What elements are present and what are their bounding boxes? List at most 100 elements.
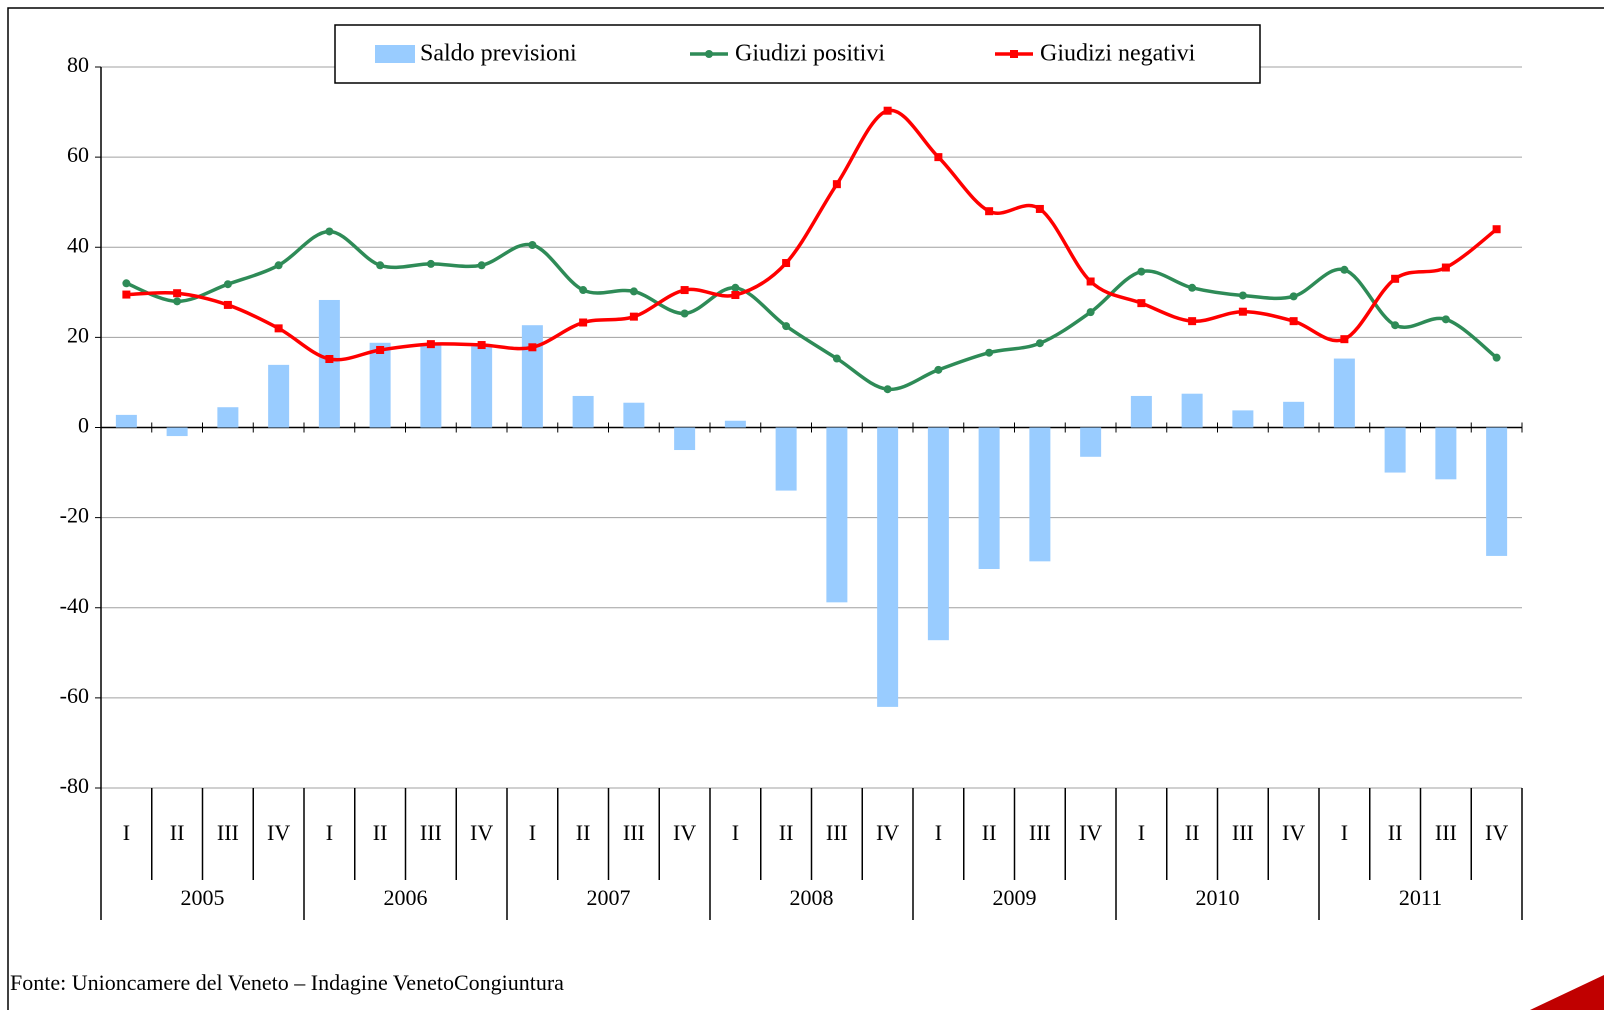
frame — [7, 7, 1604, 1010]
marker — [274, 324, 283, 333]
marker — [325, 227, 334, 236]
marker — [1289, 292, 1298, 301]
bar — [775, 427, 797, 491]
marker — [426, 259, 435, 268]
marker — [985, 348, 994, 357]
marker — [528, 240, 537, 249]
x-tick-label: III — [1232, 820, 1254, 845]
marker — [731, 283, 740, 292]
bar — [1384, 427, 1406, 473]
x-tick-label: III — [623, 820, 645, 845]
y-tick-label: -60 — [60, 683, 89, 708]
marker — [985, 207, 994, 216]
y-tick-label: 0 — [78, 413, 89, 438]
marker — [782, 259, 791, 268]
x-tick-label: IV — [876, 820, 899, 845]
bar — [318, 299, 340, 428]
x-tick-label: III — [420, 820, 442, 845]
marker — [1188, 283, 1197, 292]
marker — [477, 341, 486, 350]
marker — [173, 289, 182, 298]
marker — [1035, 339, 1044, 348]
legend-label: Saldo previsioni — [420, 41, 577, 67]
marker — [1086, 308, 1095, 317]
bar — [369, 342, 391, 428]
x-tick-label: II — [779, 820, 794, 845]
year-label: 2008 — [790, 885, 834, 910]
decoration — [1530, 975, 1604, 1010]
marker — [1137, 299, 1146, 308]
y-tick-label: -40 — [60, 593, 89, 618]
bar — [877, 427, 899, 707]
marker — [1086, 277, 1095, 286]
x-tick-label: III — [826, 820, 848, 845]
legend-label: Giudizi negativi — [1040, 41, 1196, 67]
legend-swatch — [375, 45, 415, 63]
marker — [1441, 315, 1450, 324]
marker — [173, 297, 182, 306]
x-tick-label: I — [1341, 820, 1348, 845]
x-tick-label: II — [170, 820, 185, 845]
marker — [274, 261, 283, 270]
marker — [579, 318, 588, 327]
marker — [731, 291, 740, 300]
x-tick-label: IV — [1079, 820, 1102, 845]
marker — [1391, 274, 1400, 283]
year-label: 2009 — [993, 885, 1037, 910]
marker — [1492, 225, 1501, 234]
marker — [1289, 317, 1298, 326]
y-tick-label: 80 — [67, 52, 89, 77]
bar — [166, 427, 188, 437]
marker — [223, 300, 232, 309]
x-tick-label: I — [326, 820, 333, 845]
x-tick-label: IV — [1282, 820, 1305, 845]
marker — [579, 286, 588, 295]
y-tick-label: -20 — [60, 503, 89, 528]
marker — [832, 354, 841, 363]
year-label: 2010 — [1196, 885, 1240, 910]
x-tick-label: IV — [267, 820, 290, 845]
x-tick-label: II — [1388, 820, 1403, 845]
bar — [115, 414, 137, 428]
y-tick-label: 20 — [67, 322, 89, 347]
x-tick-label: III — [1029, 820, 1051, 845]
x-tick-label: I — [732, 820, 739, 845]
bar — [927, 427, 949, 641]
marker — [883, 385, 892, 394]
bar — [1333, 358, 1355, 428]
x-tick-label: IV — [673, 820, 696, 845]
x-tick-label: II — [1185, 820, 1200, 845]
bar — [978, 427, 1000, 569]
year-label: 2007 — [587, 885, 631, 910]
marker — [934, 365, 943, 374]
bar — [724, 420, 746, 428]
marker — [629, 312, 638, 321]
bar — [826, 427, 848, 603]
marker — [1492, 353, 1501, 362]
marker — [122, 290, 131, 299]
marker — [1238, 307, 1247, 316]
bar — [268, 364, 290, 428]
x-tick-label: III — [217, 820, 239, 845]
x-tick-label: I — [935, 820, 942, 845]
legend-marker — [1010, 50, 1018, 58]
year-label: 2011 — [1399, 885, 1442, 910]
bar — [420, 345, 442, 428]
bar — [623, 402, 645, 428]
year-label: 2006 — [384, 885, 428, 910]
x-tick-label: I — [529, 820, 536, 845]
bar — [1080, 427, 1102, 457]
bar — [1283, 401, 1305, 428]
y-tick-label: 40 — [67, 232, 89, 257]
legend-marker — [705, 50, 713, 58]
x-tick-label: I — [123, 820, 130, 845]
marker — [680, 309, 689, 318]
marker — [325, 355, 334, 364]
x-tick-label: IV — [470, 820, 493, 845]
legend-box — [334, 24, 1261, 84]
x-tick-label: III — [1435, 820, 1457, 845]
marker — [934, 153, 943, 162]
marker — [528, 343, 537, 352]
bar — [1486, 427, 1508, 556]
